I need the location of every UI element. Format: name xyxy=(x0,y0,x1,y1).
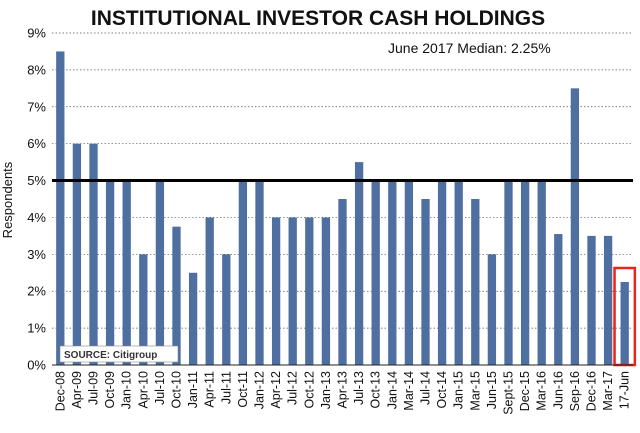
x-tick-label: Oct-13 xyxy=(369,371,383,409)
bar xyxy=(421,199,430,365)
bar xyxy=(487,254,497,365)
x-tick-label: Jul-12 xyxy=(286,371,300,405)
bar xyxy=(537,180,546,365)
y-tick-label: 1% xyxy=(27,321,46,336)
x-tick-label: Oct-12 xyxy=(302,371,316,409)
x-tick-label: Mar-16 xyxy=(535,371,549,411)
x-tick-label: Jan-13 xyxy=(319,371,333,409)
bar xyxy=(454,180,463,365)
bars xyxy=(56,51,629,365)
bar xyxy=(205,217,214,365)
median-annotation: June 2017 Median: 2.25% xyxy=(388,40,551,56)
chart-title: INSTITUTIONAL INVESTOR CASH HOLDINGS xyxy=(91,7,545,30)
bar xyxy=(354,162,364,365)
x-tick-label: Mar-14 xyxy=(402,371,416,411)
bar xyxy=(122,180,131,365)
y-tick-label: 6% xyxy=(27,136,46,151)
x-tick-label: Jun-15 xyxy=(485,371,499,409)
x-tick-label: Jan-15 xyxy=(452,371,466,409)
x-tick-label: Mar-17 xyxy=(601,371,615,411)
x-tick-label: Dec-08 xyxy=(53,371,67,411)
x-tick-label: Oct-14 xyxy=(435,371,449,409)
bar xyxy=(504,180,513,365)
bar xyxy=(570,88,580,365)
x-tick-label: Jun-16 xyxy=(551,371,565,409)
x-tick-label: Jul-09 xyxy=(87,371,101,405)
bar xyxy=(388,180,397,365)
bar xyxy=(89,143,98,365)
bar xyxy=(56,51,65,365)
x-tick-label: Apr-09 xyxy=(70,371,84,409)
bar xyxy=(437,180,447,365)
bar xyxy=(188,272,198,365)
source-box: SOURCE: Citigroup xyxy=(59,345,179,363)
y-tick-labels: 0% 1% 2% 3% 4% 5% 6% 7% 8% 9% xyxy=(27,26,46,373)
bar xyxy=(321,217,331,365)
bar xyxy=(222,254,231,365)
x-tick-label: Apr-11 xyxy=(203,371,217,408)
x-tick-labels: Dec-08 Apr-09 Jul-09 Oct-09 Jan-10 Apr-10 Jul-… xyxy=(53,371,631,415)
x-tick-label: Mar-15 xyxy=(468,371,482,411)
bar xyxy=(305,217,314,365)
x-tick-label: Oct-10 xyxy=(170,371,184,409)
y-tick-label: 7% xyxy=(27,99,46,114)
x-tick-label: Jan-10 xyxy=(120,371,134,409)
bar xyxy=(139,254,148,365)
x-tick-label: Sept-15 xyxy=(502,371,516,415)
x-tick-label: Apr-12 xyxy=(269,371,283,409)
x-tick-label: Oct-09 xyxy=(103,371,117,409)
x-tick-label: Jan-12 xyxy=(253,371,267,409)
x-tick-label: Jan-11 xyxy=(186,371,200,408)
y-tick-label: 3% xyxy=(27,247,46,262)
bar xyxy=(620,282,629,365)
bar xyxy=(603,235,613,365)
y-tick-label: 4% xyxy=(27,210,46,225)
x-tick-label: Sep-16 xyxy=(568,371,582,411)
bar xyxy=(404,180,414,365)
x-tick-label: Oct-11 xyxy=(236,371,250,408)
x-tick-label: Apr-10 xyxy=(136,371,150,409)
bar xyxy=(554,234,563,365)
bar xyxy=(520,180,530,365)
x-tick-label: Jul-14 xyxy=(419,371,433,405)
bar xyxy=(271,217,281,365)
x-tick-label: Jan-14 xyxy=(385,371,399,409)
bar xyxy=(238,180,248,365)
x-tick-label: Jul-11 xyxy=(219,371,233,404)
x-tick-label: Jul-13 xyxy=(352,371,366,405)
y-tick-label: 5% xyxy=(27,173,46,188)
bar xyxy=(288,217,297,365)
x-tick-label: Jul-10 xyxy=(153,371,167,405)
y-tick-label: 0% xyxy=(27,358,46,373)
bar xyxy=(255,180,264,365)
bar xyxy=(155,180,165,365)
bar xyxy=(471,199,480,365)
bar xyxy=(172,226,181,365)
x-tick-label: Dec-15 xyxy=(518,371,532,411)
x-tick-label: Apr-13 xyxy=(336,371,350,409)
y-axis-label: Respondents xyxy=(0,161,15,238)
bar xyxy=(105,180,115,365)
bar xyxy=(371,180,380,365)
y-tick-label: 8% xyxy=(27,62,46,77)
bar xyxy=(72,143,82,365)
x-tick-label: 17-Jun xyxy=(618,371,632,409)
y-tick-label: 9% xyxy=(27,26,46,41)
source-label: SOURCE: Citigroup xyxy=(64,350,157,361)
y-tick-label: 2% xyxy=(27,284,46,299)
bar xyxy=(587,235,596,365)
x-tick-label: Dec-16 xyxy=(585,371,599,411)
bar xyxy=(338,199,347,365)
